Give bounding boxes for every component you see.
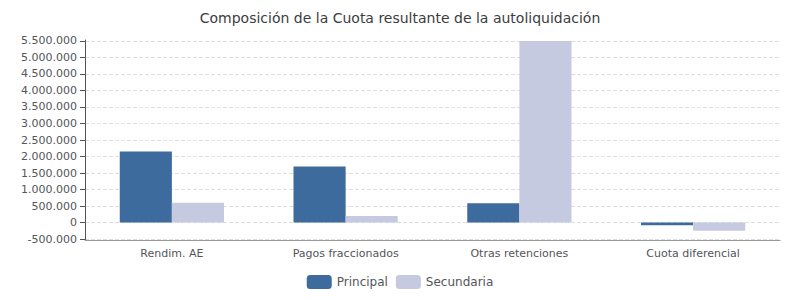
svg-text:5.000.000: 5.000.000 [21,51,77,64]
svg-text:4.000.000: 4.000.000 [21,84,77,97]
svg-text:Pagos fraccionados: Pagos fraccionados [293,247,399,260]
svg-text:Secundaria: Secundaria [426,275,493,289]
svg-text:Rendim. AE: Rendim. AE [140,247,203,260]
svg-text:500.000: 500.000 [32,200,78,213]
svg-text:4.500.000: 4.500.000 [21,67,77,80]
svg-text:Otras retenciones: Otras retenciones [470,247,568,260]
svg-text:1.500.000: 1.500.000 [21,167,77,180]
svg-text:-500.000: -500.000 [28,233,77,246]
svg-text:3.000.000: 3.000.000 [21,117,77,130]
svg-text:5.500.000: 5.500.000 [21,34,77,47]
svg-text:0: 0 [70,216,77,229]
svg-text:1.000.000: 1.000.000 [21,183,77,196]
svg-text:2.000.000: 2.000.000 [21,150,77,163]
svg-text:Principal: Principal [337,275,388,289]
svg-text:Cuota diferencial: Cuota diferencial [646,247,740,260]
svg-text:Composición de la Cuota result: Composición de la Cuota resultante de la… [200,10,601,26]
svg-text:2.500.000: 2.500.000 [21,134,77,147]
svg-text:3.500.000: 3.500.000 [21,100,77,113]
